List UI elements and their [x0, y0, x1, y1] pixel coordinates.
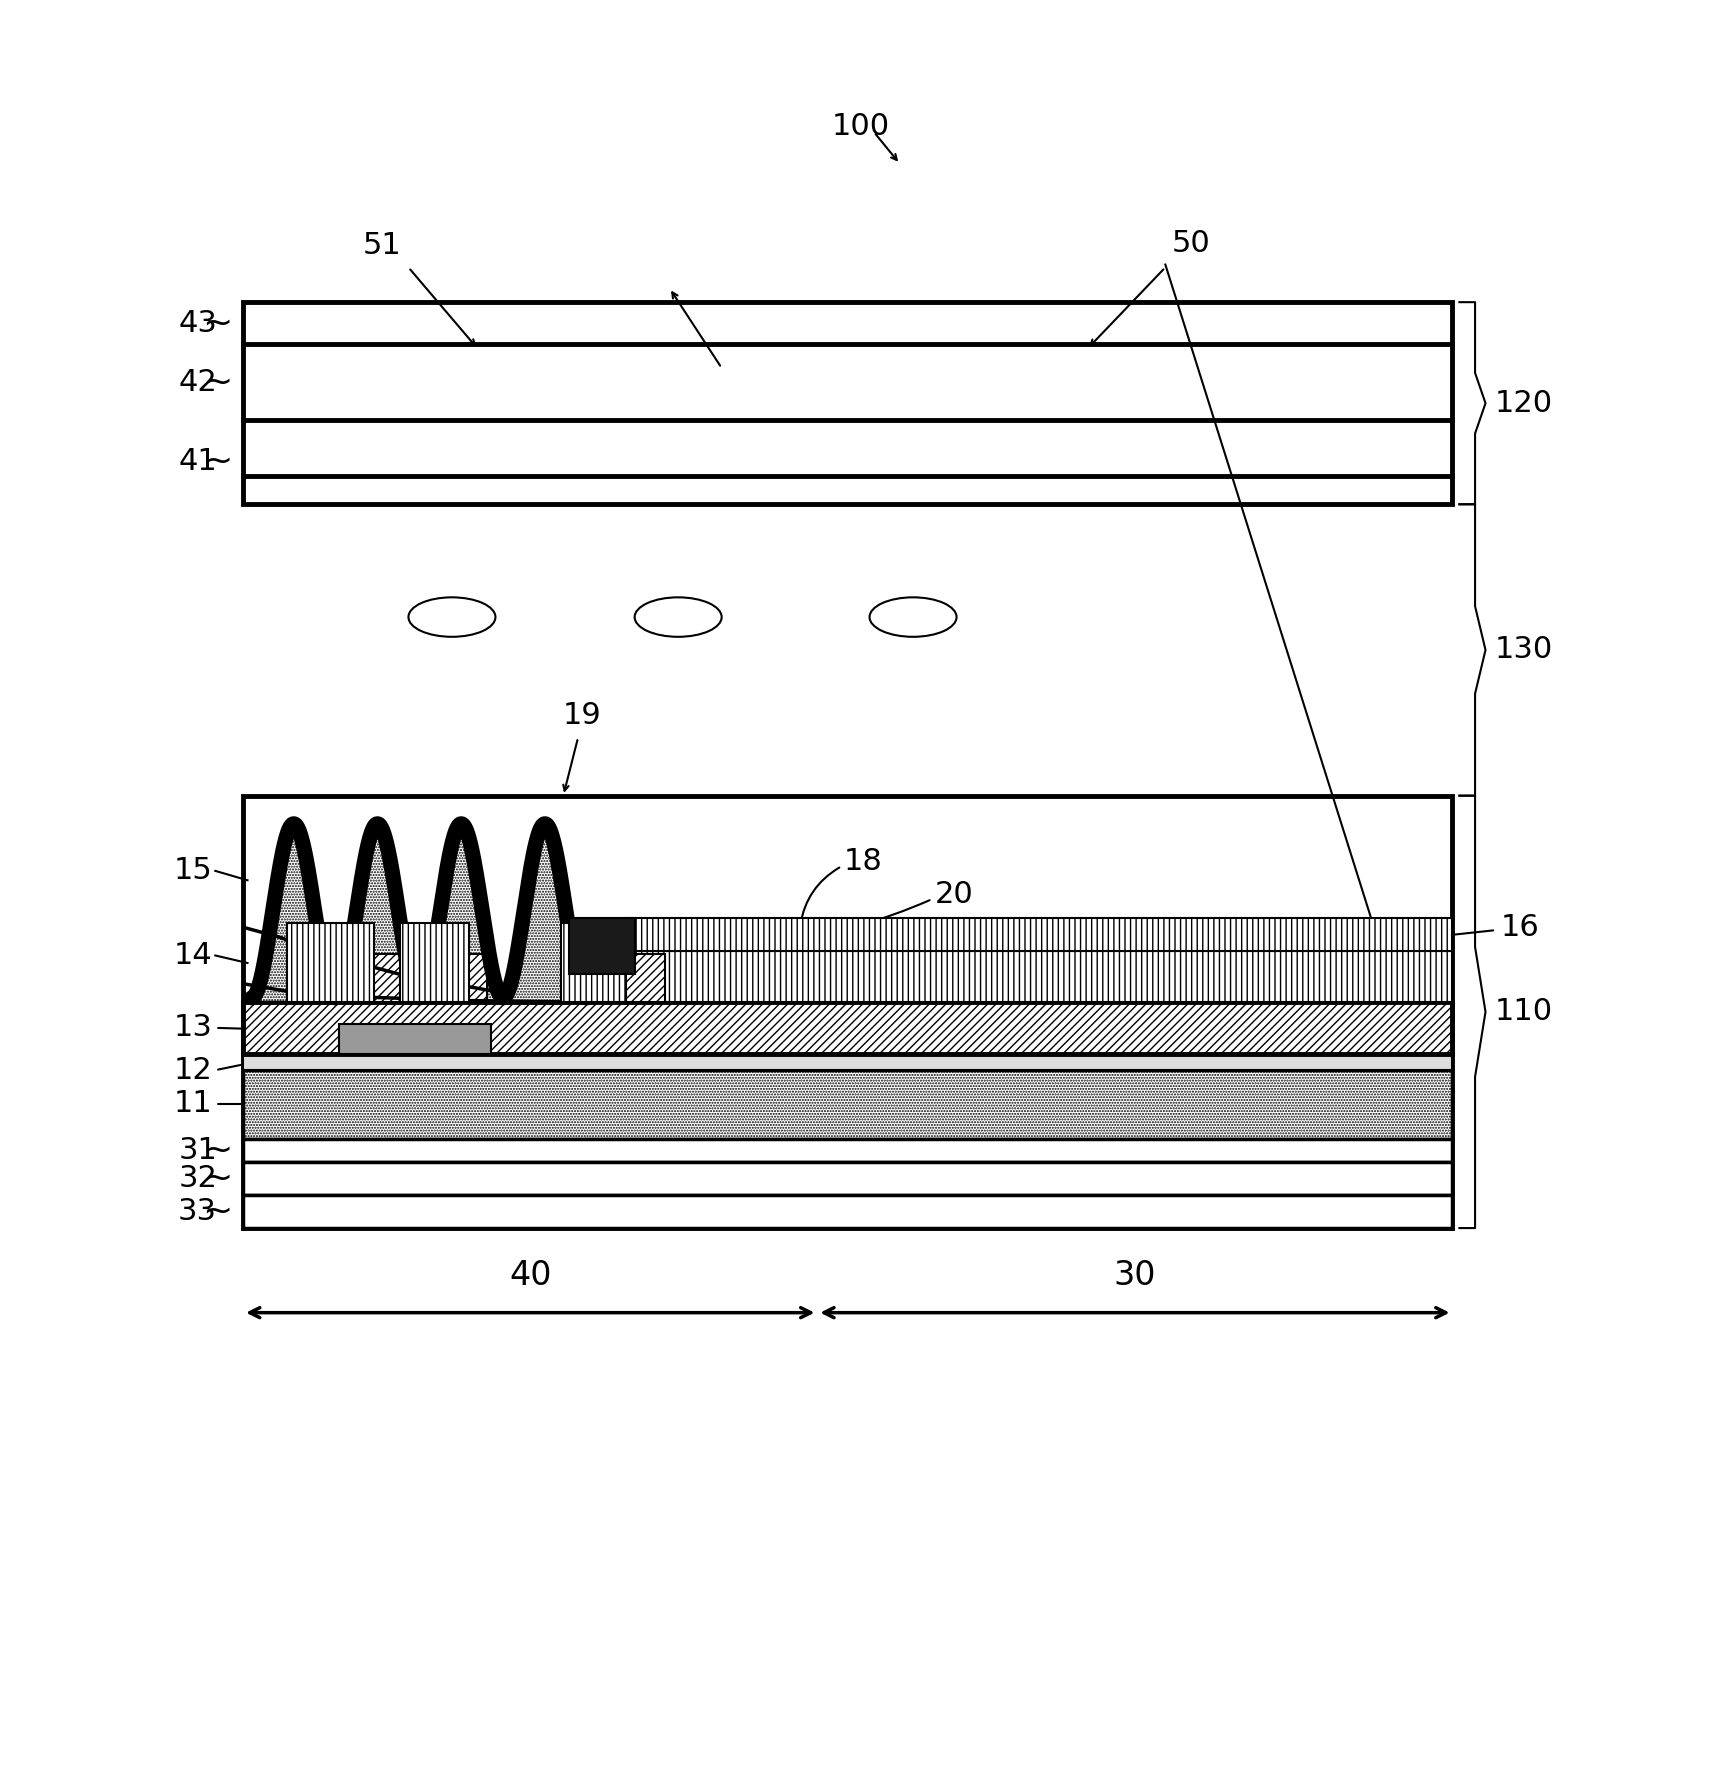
Bar [287, 953, 486, 1003]
Text: 17: 17 [1003, 922, 1043, 952]
Polygon shape [251, 824, 586, 1003]
Bar [626, 918, 1451, 950]
Text: 43: 43 [178, 310, 216, 338]
Text: 40: 40 [509, 1260, 552, 1291]
Text: 33: 33 [178, 1198, 216, 1226]
Text: 41: 41 [178, 448, 216, 476]
Text: ~: ~ [202, 1134, 232, 1168]
Bar [626, 950, 1451, 1003]
Text: ~: ~ [202, 1162, 232, 1196]
Text: ~: ~ [202, 306, 232, 340]
Bar [242, 1196, 1451, 1228]
Bar [242, 1139, 1451, 1162]
Text: 50: 50 [1171, 228, 1209, 258]
Text: 130: 130 [1493, 635, 1552, 665]
Text: ~: ~ [202, 446, 232, 479]
Text: 18: 18 [843, 847, 882, 876]
Bar [339, 1024, 491, 1054]
Bar [561, 953, 664, 1003]
Bar [242, 796, 1451, 1228]
Bar [400, 923, 469, 1003]
Bar [287, 923, 374, 1003]
Bar [561, 923, 626, 1003]
Polygon shape [251, 824, 586, 1003]
Text: 12: 12 [173, 1056, 213, 1084]
Text: 120: 120 [1493, 389, 1552, 417]
Bar [242, 1054, 1451, 1070]
Text: 30: 30 [1112, 1260, 1156, 1291]
Bar [569, 918, 635, 975]
Text: 100: 100 [832, 111, 889, 142]
Text: 19: 19 [562, 701, 602, 731]
Text: 110: 110 [1493, 998, 1552, 1026]
Bar [242, 1162, 1451, 1196]
Text: 15: 15 [173, 856, 213, 884]
Text: 32: 32 [178, 1164, 216, 1194]
Bar [242, 1070, 1451, 1139]
Text: 51: 51 [363, 232, 401, 260]
Text: ~: ~ [202, 1194, 232, 1229]
Text: 16: 16 [1500, 913, 1538, 941]
Text: 20: 20 [934, 879, 972, 909]
Text: 31: 31 [178, 1136, 216, 1166]
Bar [242, 1003, 1451, 1054]
Text: 13: 13 [173, 1014, 213, 1042]
Bar [242, 302, 1451, 504]
Text: ~: ~ [202, 364, 232, 400]
Text: 11: 11 [173, 1090, 213, 1118]
Text: 14: 14 [173, 941, 213, 969]
Text: 42: 42 [178, 368, 216, 396]
